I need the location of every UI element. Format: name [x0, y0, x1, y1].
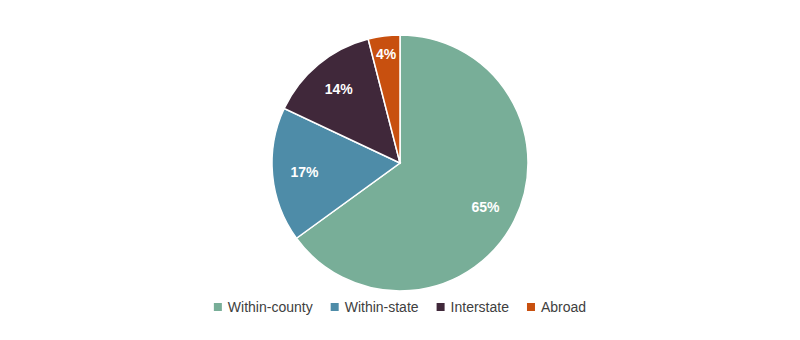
pie-slice: [284, 39, 400, 163]
legend-item: Interstate: [437, 299, 510, 315]
legend-item: Abroad: [527, 299, 586, 315]
slices: [272, 35, 528, 291]
pie-slice: [368, 35, 400, 163]
legend-item: Within-county: [214, 299, 313, 315]
legend-label: Abroad: [541, 299, 586, 315]
data-labels: 65% 17% 14% 4%: [290, 46, 500, 215]
legend-label: Within-county: [228, 299, 313, 315]
data-label: 14%: [325, 81, 354, 97]
legend-swatch: [214, 303, 222, 311]
legend-item: Within-state: [331, 299, 419, 315]
legend: Within-county Within-state Interstate Abroa…: [214, 299, 586, 315]
chart: 65% 17% 14% 4% Within-county Within-state Inte…: [0, 0, 800, 340]
data-label: 4%: [376, 46, 397, 62]
legend-label: Within-state: [345, 299, 419, 315]
legend-label: Interstate: [451, 299, 510, 315]
data-label: 65%: [472, 199, 501, 215]
data-label: 17%: [290, 164, 319, 180]
legend-swatch: [437, 303, 445, 311]
legend-swatch: [331, 303, 339, 311]
legend-swatch: [527, 303, 535, 311]
